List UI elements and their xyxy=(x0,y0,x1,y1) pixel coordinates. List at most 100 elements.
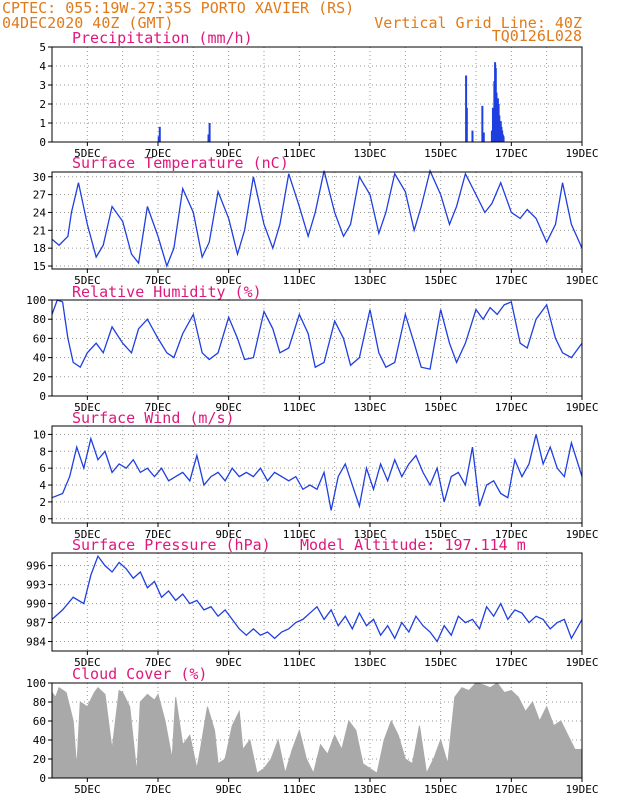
y-tick-label: 21 xyxy=(33,224,46,237)
x-tick-label: 17DEC xyxy=(495,783,528,796)
panel-title: Surface Temperature (nC) xyxy=(72,154,289,172)
precip-bar xyxy=(490,130,493,142)
y-tick-label: 80 xyxy=(33,696,46,709)
x-tick-label: 19DEC xyxy=(565,401,598,414)
x-tick-label: 17DEC xyxy=(495,147,528,160)
x-tick-label: 5DEC xyxy=(74,528,101,541)
x-tick-label: 9DEC xyxy=(215,528,242,541)
precip-bar xyxy=(158,126,161,142)
y-tick-label: 2 xyxy=(39,98,46,111)
x-tick-label: 17DEC xyxy=(495,274,528,287)
panel-2: 15 18 21 24 27 30 5DEC 7DEC 9DEC 11DEC 13DEC 15DEC 1… xyxy=(33,154,599,287)
y-tick-label: 100 xyxy=(26,677,46,690)
y-tick-label: 0 xyxy=(39,513,46,526)
y-tick-label: 4 xyxy=(39,479,46,492)
y-tick-label: 993 xyxy=(26,579,46,592)
series-line xyxy=(51,434,583,511)
x-tick-label: 13DEC xyxy=(353,528,386,541)
x-tick-label: 11DEC xyxy=(283,274,316,287)
precip-bar xyxy=(471,130,474,142)
x-tick-label: 9DEC xyxy=(215,783,242,796)
precip-bar xyxy=(482,132,485,142)
panel-title: Surface Pressure (hPa) xyxy=(72,536,271,554)
y-tick-label: 990 xyxy=(26,598,46,611)
x-tick-label: 5DEC xyxy=(74,274,101,287)
x-tick-label: 13DEC xyxy=(353,783,386,796)
y-tick-label: 987 xyxy=(26,617,46,630)
x-tick-label: 7DEC xyxy=(145,656,172,669)
x-tick-label: 9DEC xyxy=(215,656,242,669)
plot-frame xyxy=(51,46,583,143)
x-tick-label: 5DEC xyxy=(74,656,101,669)
y-tick-label: 996 xyxy=(26,560,46,573)
panel-3: 0 20 40 60 80 100 5DEC 7DEC 9DEC 11DEC 13DEC 15DEC 1… xyxy=(26,283,598,414)
x-tick-label: 17DEC xyxy=(495,528,528,541)
x-tick-label: 15DEC xyxy=(424,656,457,669)
x-tick-label: 15DEC xyxy=(424,401,457,414)
x-tick-label: 5DEC xyxy=(74,147,101,160)
x-tick-label: 5DEC xyxy=(74,401,101,414)
panels-group: 0 1 2 3 4 5 5DEC 7DEC 9DEC 11DEC 13DEC 15DEC 17DEC 19… xyxy=(26,29,598,796)
y-tick-label: 40 xyxy=(33,734,46,747)
x-tick-label: 17DEC xyxy=(495,656,528,669)
x-tick-label: 7DEC xyxy=(145,783,172,796)
precip-bar xyxy=(481,105,484,142)
y-tick-label: 0 xyxy=(39,772,46,785)
panel-title: Cloud Cover (%) xyxy=(72,665,207,683)
y-tick-label: 0 xyxy=(39,136,46,149)
y-tick-label: 18 xyxy=(33,242,46,255)
precip-bar xyxy=(502,136,505,142)
x-tick-label: 5DEC xyxy=(74,783,101,796)
panel-title: Precipitation (mm/h) xyxy=(72,29,253,47)
x-tick-label: 9DEC xyxy=(215,274,242,287)
panel-title: Relative Humidity (%) xyxy=(72,283,262,301)
plot-frame xyxy=(51,682,583,779)
header-run-time: 04DEC2020 40Z (GMT) xyxy=(2,14,174,32)
x-tick-label: 11DEC xyxy=(283,528,316,541)
x-tick-label: 7DEC xyxy=(145,147,172,160)
panel-1: 0 1 2 3 4 5 5DEC 7DEC 9DEC 11DEC 13DEC 15DEC 17DEC 19… xyxy=(39,29,598,160)
x-tick-label: 15DEC xyxy=(424,274,457,287)
y-tick-label: 60 xyxy=(33,332,46,345)
y-tick-label: 5 xyxy=(39,41,46,54)
x-tick-label: 15DEC xyxy=(424,528,457,541)
x-tick-label: 13DEC xyxy=(353,274,386,287)
precip-bar xyxy=(465,107,468,142)
panel-subtitle: Model Altitude: 197.114 m xyxy=(300,536,526,554)
x-tick-label: 7DEC xyxy=(145,528,172,541)
panel-6: 0 20 40 60 80 100 5DEC 7DEC 9DEC 11DEC 13DEC 15DEC 1… xyxy=(26,665,598,796)
x-tick-label: 19DEC xyxy=(565,528,598,541)
x-tick-label: 13DEC xyxy=(353,147,386,160)
y-tick-label: 24 xyxy=(33,206,47,219)
y-tick-label: 80 xyxy=(33,313,46,326)
x-tick-label: 13DEC xyxy=(353,656,386,669)
x-tick-label: 7DEC xyxy=(145,274,172,287)
x-tick-label: 19DEC xyxy=(565,783,598,796)
y-tick-label: 0 xyxy=(39,390,46,403)
y-tick-label: 8 xyxy=(39,445,46,458)
plot-frame xyxy=(51,425,583,524)
x-tick-label: 11DEC xyxy=(283,401,316,414)
panel-4: 0 2 4 6 8 10 5DEC 7DEC 9DEC 11DEC 13DEC 15DEC 17DEC 1… xyxy=(33,409,599,541)
header-location: CPTEC: 055:19W-27:35S PORTO XAVIER (RS) xyxy=(2,0,354,17)
x-tick-label: 15DEC xyxy=(424,147,457,160)
x-tick-label: 9DEC xyxy=(215,401,242,414)
header-grid-note: Vertical Grid Line: 40Z xyxy=(374,14,582,32)
y-tick-label: 3 xyxy=(39,79,46,92)
y-tick-label: 20 xyxy=(33,753,46,766)
precip-bar xyxy=(207,134,210,142)
plot-frame xyxy=(51,299,583,397)
x-tick-label: 11DEC xyxy=(283,656,316,669)
series-line xyxy=(51,554,583,643)
x-tick-label: 19DEC xyxy=(565,147,598,160)
panel-title: Surface Wind (m/s) xyxy=(72,409,235,427)
y-tick-label: 984 xyxy=(26,636,46,649)
y-tick-label: 10 xyxy=(33,428,46,441)
x-tick-label: 19DEC xyxy=(565,274,598,287)
y-tick-label: 27 xyxy=(33,189,46,202)
panel-5: 984 987 990 993 996 5DEC 7DEC 9DEC 11DEC 13DEC 15D… xyxy=(26,536,598,669)
y-tick-label: 20 xyxy=(33,371,46,384)
x-tick-label: 15DEC xyxy=(424,783,457,796)
y-tick-label: 15 xyxy=(33,260,46,273)
